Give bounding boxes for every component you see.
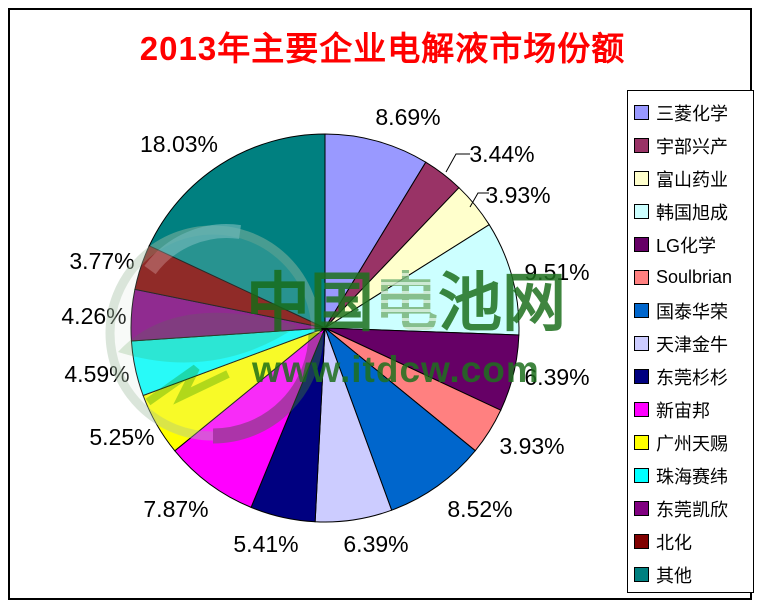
legend-label: 富山药业 (656, 169, 728, 190)
legend-item-其他: 其他 (634, 558, 753, 591)
legend-swatch-icon (634, 567, 649, 582)
pie-label-珠海赛纬: 4.59% (64, 361, 129, 387)
pie-label-广州天赐: 5.25% (89, 424, 154, 450)
legend-item-LG化学: LG化学 (634, 228, 753, 261)
pie-label-韩国旭成: 9.51% (524, 259, 589, 285)
legend-item-东莞杉杉: 东莞杉杉 (634, 360, 753, 393)
label-leader-line-富山药业 (469, 192, 489, 208)
pie-label-其他: 18.03% (140, 131, 218, 157)
legend-swatch-icon (634, 336, 649, 351)
legend-label: 其他 (656, 565, 692, 586)
legend-label: 东莞凯欣 (656, 499, 728, 520)
pie-label-北化: 3.77% (69, 248, 134, 274)
legend-label: 天津金牛 (656, 334, 728, 355)
legend-item-东莞凯欣: 东莞凯欣 (634, 492, 753, 525)
legend-swatch-icon (634, 501, 649, 516)
legend-swatch-icon (634, 138, 649, 153)
pie-label-LG化学: 6.39% (524, 364, 589, 390)
legend-swatch-icon (634, 204, 649, 219)
legend-item-珠海赛纬: 珠海赛纬 (634, 459, 753, 492)
legend-item-三菱化学: 三菱化学 (634, 96, 753, 129)
legend-label: 三菱化学 (656, 103, 728, 124)
legend-item-韩国旭成: 韩国旭成 (634, 195, 753, 228)
legend-swatch-icon (634, 171, 649, 186)
pie-label-富山药业: 3.93% (485, 182, 550, 208)
pie-label-新宙邦: 7.87% (143, 496, 208, 522)
legend-label: 韩国旭成 (656, 202, 728, 223)
legend-item-新宙邦: 新宙邦 (634, 393, 753, 426)
pie-slice-韩国旭成 (323, 224, 520, 336)
legend-label: 广州天赐 (656, 433, 728, 454)
legend-item-国泰华荣: 国泰华荣 (634, 294, 753, 327)
pie-label-东莞杉杉: 5.41% (233, 531, 298, 557)
legend-swatch-icon (634, 402, 649, 417)
label-leader-line-宇部兴产 (445, 153, 470, 173)
legend-item-北化: 北化 (634, 525, 753, 558)
legend: 三菱化学宇部兴产富山药业韩国旭成 LG化学 Soulbrian 国泰华荣天津金牛东莞杉… (627, 90, 754, 593)
legend-label: 北化 (656, 532, 692, 553)
legend-label: 珠海赛纬 (656, 466, 728, 487)
legend-swatch-icon (634, 270, 649, 285)
legend-label: Soulbrian (656, 267, 733, 287)
legend-label: 宇部兴产 (656, 136, 728, 157)
pie-slice-三菱化学 (324, 133, 427, 330)
legend-swatch-icon (634, 237, 649, 252)
legend-swatch-icon (634, 435, 649, 450)
legend-swatch-icon (634, 369, 649, 384)
legend-swatch-icon (634, 468, 649, 483)
legend-item-宇部兴产: 宇部兴产 (634, 129, 753, 162)
chart-title: 2013年主要企业电解液市场份额 (139, 30, 626, 67)
legend-swatch-icon (634, 105, 649, 120)
pie-label-三菱化学: 8.69% (375, 104, 440, 130)
pie-slice-国泰华荣 (323, 326, 476, 511)
pie-label-Soulbrian: 3.93% (499, 433, 564, 459)
pie-slice-其他 (148, 133, 326, 329)
pie-slice-新宙邦 (174, 327, 326, 509)
pie-label-宇部兴产: 3.44% (469, 141, 534, 167)
legend-label: 国泰华荣 (656, 301, 728, 322)
legend-label: LG化学 (656, 235, 717, 256)
pie-label-东莞凯欣: 4.26% (61, 303, 126, 329)
legend-item-Soulbrian: Soulbrian (634, 261, 753, 294)
legend-item-富山药业: 富山药业 (634, 162, 753, 195)
legend-swatch-icon (634, 534, 649, 549)
pie-label-天津金牛: 6.39% (343, 531, 408, 557)
pie-label-国泰华荣: 8.52% (447, 496, 512, 522)
legend-label: 东莞杉杉 (656, 367, 728, 388)
legend-item-天津金牛: 天津金牛 (634, 327, 753, 360)
legend-item-广州天赐: 广州天赐 (634, 426, 753, 459)
legend-label: 新宙邦 (656, 400, 710, 421)
legend-swatch-icon (634, 303, 649, 318)
